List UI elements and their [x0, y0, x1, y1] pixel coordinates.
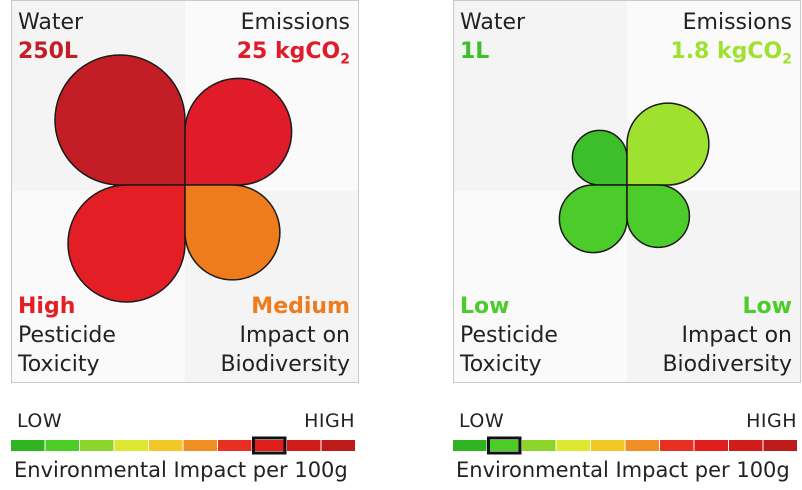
scale-segment	[625, 440, 659, 451]
scale-segment	[45, 440, 79, 451]
scale-segment	[11, 440, 45, 451]
biodiversity-level: Low	[742, 294, 792, 319]
scale-segment	[114, 440, 148, 451]
emissions-petal	[184, 77, 293, 186]
scale-segment	[80, 440, 114, 451]
pesticide-petal	[67, 184, 186, 303]
pesticide-level: Low	[460, 294, 510, 319]
scale-high-label: HIGH	[746, 410, 797, 432]
pesticide-label-line2: Toxicity	[18, 352, 100, 377]
scale-caption: Environmental Impact per 100g	[456, 458, 790, 482]
emissions-subscript: 2	[782, 51, 792, 68]
impact-flower-right	[454, 1, 800, 382]
scale-selected-marker	[252, 436, 287, 455]
footprint-panel-left: Water 250L Emissions 25 kgCO2 High Pesti…	[11, 0, 359, 383]
emissions-label: Emissions	[240, 10, 350, 35]
scale-segment	[149, 440, 183, 451]
scale-segment	[287, 440, 321, 451]
biodiversity-label-line2: Biodiversity	[662, 352, 792, 377]
water-petal	[54, 54, 186, 186]
biodiversity-label-line2: Biodiversity	[220, 352, 350, 377]
emissions-value: 25 kgCO2	[237, 38, 350, 73]
scale-segment	[763, 440, 797, 451]
emissions-value: 1.8 kgCO2	[670, 38, 792, 73]
impact-scale-bar-right	[453, 436, 797, 455]
biodiversity-label-line1: Impact on	[681, 323, 792, 348]
scale-segment	[252, 440, 286, 451]
scale-segment	[660, 440, 694, 451]
pesticide-label-line1: Pesticide	[18, 323, 116, 348]
biodiversity-petal	[184, 184, 281, 281]
water-label: Water	[18, 10, 84, 35]
scale-low-label: LOW	[459, 410, 505, 432]
pesticide-label-line1: Pesticide	[460, 323, 558, 348]
scale-segment	[321, 440, 355, 451]
biodiversity-petal	[626, 184, 691, 249]
biodiversity-level: Medium	[251, 294, 350, 319]
scale-segment	[218, 440, 252, 451]
scale-low-label: LOW	[17, 410, 63, 432]
water-value: 1L	[460, 39, 490, 64]
pesticide-level: High	[18, 294, 76, 319]
impact-flower-left	[12, 1, 358, 382]
scale-segment	[453, 440, 487, 451]
biodiversity-label-line1: Impact on	[239, 323, 350, 348]
scale-segment	[556, 440, 590, 451]
scale-segment	[522, 440, 556, 451]
emissions-label: Emissions	[682, 10, 792, 35]
emissions-value-text: 25 kgCO	[236, 39, 341, 64]
water-value: 250L	[18, 39, 78, 64]
pesticide-label-line2: Toxicity	[460, 352, 542, 377]
scale-segment	[694, 440, 728, 451]
emissions-petal	[626, 102, 710, 186]
pesticide-petal	[558, 184, 628, 254]
scale-segment	[183, 440, 217, 451]
water-petal	[571, 129, 628, 186]
scale-segment	[729, 440, 763, 451]
water-label: Water	[460, 10, 526, 35]
scale-segment	[487, 440, 521, 451]
scale-high-label: HIGH	[304, 410, 355, 432]
scale-segment	[591, 440, 625, 451]
impact-scale-bar-left	[11, 436, 355, 455]
scale-selected-marker	[487, 436, 522, 455]
footprint-panel-right: Water 1L Emissions 1.8 kgCO2 Low Pestici…	[453, 0, 801, 383]
emissions-subscript: 2	[340, 51, 350, 68]
scale-caption: Environmental Impact per 100g	[14, 458, 348, 482]
emissions-value-text: 1.8 kgCO	[670, 39, 783, 64]
